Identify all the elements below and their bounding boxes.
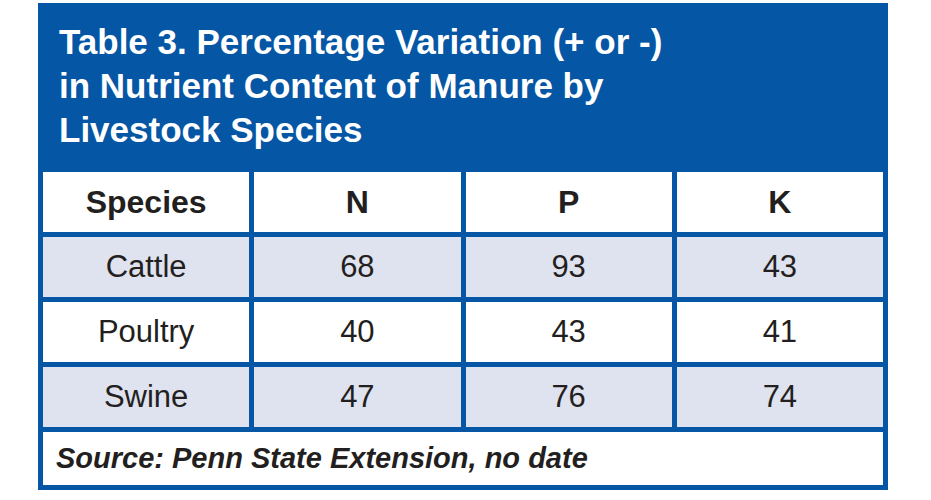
column-header-species: Species [41,170,252,235]
p-value-cell: 43 [463,300,674,365]
column-header-p: P [463,170,674,235]
species-cell: Swine [41,365,252,430]
n-value-cell: 47 [252,365,463,430]
table-title-line-1: Table 3. Percentage Variation (+ or -) [59,20,874,64]
column-header-k: K [674,170,885,235]
n-value-cell: 68 [252,235,463,300]
source-note: Source: Penn State Extension, no date [41,430,886,488]
k-value-cell: 74 [674,365,885,430]
species-cell: Poultry [41,300,252,365]
header-row: Species N P K [41,170,886,235]
table-title-line-3: Livestock Species [59,108,874,152]
table-row-cattle: Cattle 68 93 43 [41,235,886,300]
table-title-line-2: in Nutrient Content of Manure by [59,64,874,108]
table-row-poultry: Poultry 40 43 41 [41,300,886,365]
k-value-cell: 43 [674,235,885,300]
species-cell: Cattle [41,235,252,300]
nutrient-table: Species N P K Cattle 68 93 43 Poultry 40… [38,167,888,490]
nutrient-table-figure: Table 3. Percentage Variation (+ or -) i… [38,3,888,490]
k-value-cell: 41 [674,300,885,365]
column-header-n: N [252,170,463,235]
p-value-cell: 76 [463,365,674,430]
n-value-cell: 40 [252,300,463,365]
table-row-swine: Swine 47 76 74 [41,365,886,430]
table-title-banner: Table 3. Percentage Variation (+ or -) i… [38,3,888,167]
p-value-cell: 93 [463,235,674,300]
source-row: Source: Penn State Extension, no date [41,430,886,488]
